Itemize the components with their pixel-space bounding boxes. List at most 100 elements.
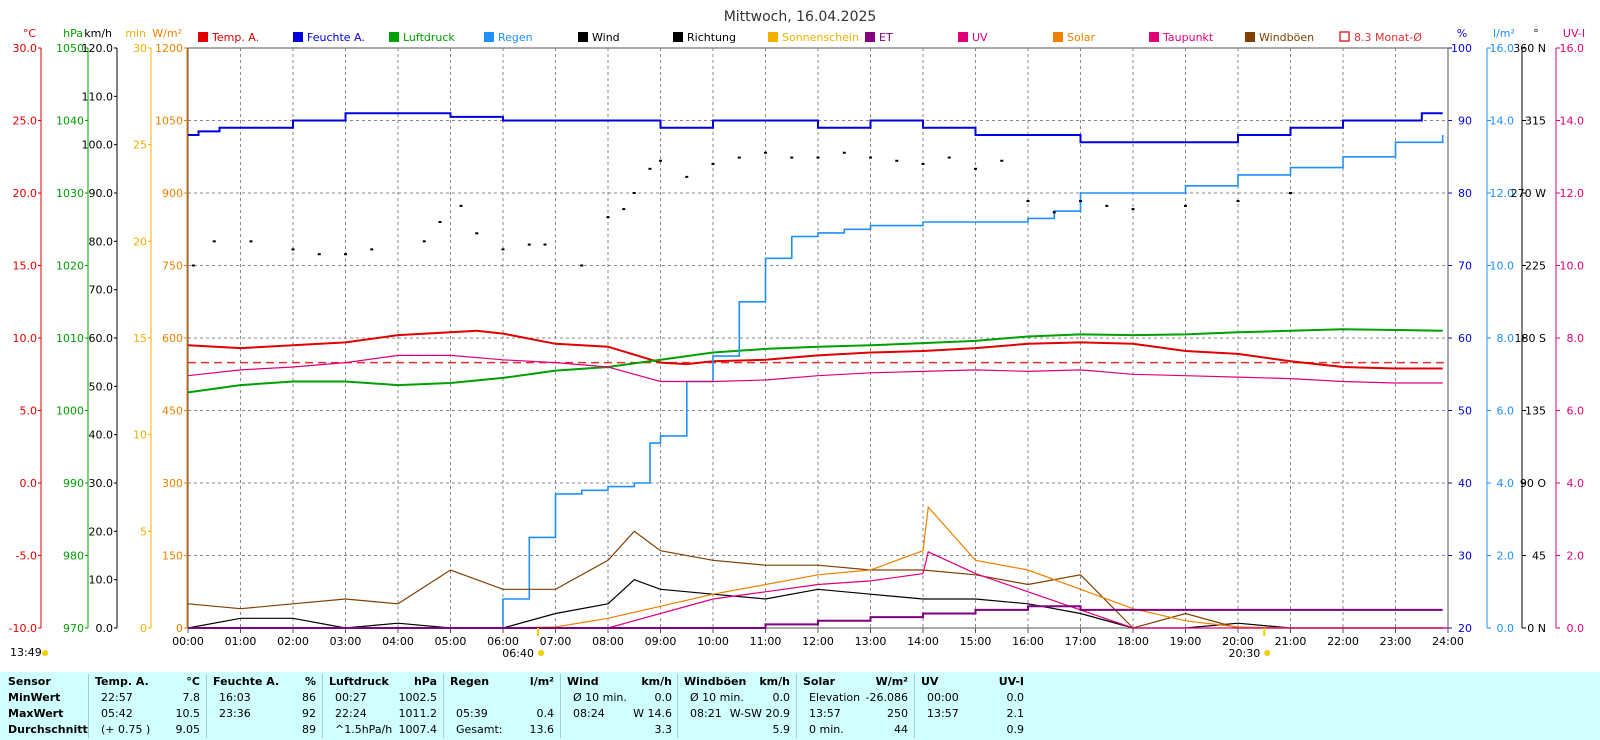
axes: 00:00 01:00 02:00 03:00 04:00 05:00 06:00 07:00… [9,27,1586,648]
stats-header-rain: Regen [450,675,490,688]
right-axis-tick-label: 30 [1458,550,1472,563]
right-axis-tick-label: 12.0 [1490,187,1515,200]
series-et-line [188,605,1443,629]
right-axis-tick-label: 6.0 [1567,405,1585,418]
x-tick-label: 03:00 [330,635,362,648]
direction-point [459,204,463,207]
stats-cell-solar-value: -26.086 [865,691,908,704]
left-axis-tick-label: 30 [133,42,147,55]
stats-cell-hum-time: 16:03 [219,691,251,704]
left-axis-tick-label: 80.0 [89,235,114,248]
right-axis-tick-label: 50 [1458,405,1472,418]
direction-point [543,243,547,246]
stats-header-rain-unit: l/m² [529,675,554,688]
right-axis-tick-label: 100 [1451,42,1472,55]
legend-swatch [865,32,875,42]
direction-point [842,151,846,154]
sun-markers: 06:40 20:30 13:49 [10,628,1271,660]
right-axis-tick-label: 6.0 [1497,405,1515,418]
right-axis-tick-label: 80 [1458,187,1472,200]
legend-label: Feuchte A. [307,31,365,44]
stats-header-wind: Wind [567,675,599,688]
right-axis-tick-label: 14.0 [1560,115,1585,128]
stats-cell-temp-value: 9.05 [175,723,201,736]
direction-point [622,208,626,211]
direction-point [921,163,925,165]
left-axis-tick-label: 100.0 [82,139,114,152]
x-tick-label: 08:00 [592,635,624,648]
right-axis-unit: ° [1533,27,1539,40]
direction-point [648,167,652,170]
legend-label: UV [972,31,988,44]
legend-swatch [673,32,683,42]
left-axis-tick-label: 10.0 [89,574,114,587]
sun-icon [42,650,48,656]
right-axis-tick-label: 270 W [1511,187,1546,200]
left-axis-tick-label: 20.0 [89,525,114,538]
right-axis-tick-label: 4.0 [1567,477,1585,490]
series-windb-en-line [187,530,1443,629]
right-axis-tick-label: 4.0 [1497,477,1515,490]
direction-point [422,240,426,243]
left-axis-tick-label: 1030 [56,187,84,200]
x-tick-label: 09:00 [645,635,677,648]
stats-cell-hum-time: 23:36 [219,707,251,720]
stats-column-divider [560,674,561,738]
series-regen-line [188,135,1444,629]
left-axis-tick-label: 40.0 [89,429,114,442]
stats-cell-gust-time: 08:21 [690,707,722,720]
grid [187,47,1449,629]
legend-swatch [198,32,208,42]
direction-point [291,248,295,251]
left-axis-tick-label: 70.0 [89,284,114,297]
direction-point [974,167,977,170]
legend-swatch [1245,32,1255,42]
direction-point [191,264,195,267]
stats-cell-solar-value: 44 [894,723,908,736]
direction-point [212,240,216,243]
legend-swatch [389,32,399,42]
direction-point [1052,211,1056,214]
direction-point [685,175,689,178]
right-axis-tick-label: 180 S [1515,332,1546,345]
direction-point [1105,204,1109,207]
stats-header-gust: Windböen [684,675,747,688]
direction-point [249,240,253,243]
x-tick-label: 06:00 [487,635,519,648]
right-axis-tick-label: 0 N [1527,622,1546,635]
stats-header-uv: UV [921,675,939,688]
stats-cell-temp-value: 7.8 [182,691,201,704]
stats-cell-gust-value: 5.9 [772,723,791,736]
stats-header-solar-unit: W/m² [875,675,908,688]
left-axis-tick-label: 110.0 [82,90,114,103]
direction-point [632,192,636,194]
stats-cell-press-time: 00:27 [335,691,367,704]
right-axis-tick-label: 12.0 [1560,187,1585,200]
left-axis-tick-label: -10.0 [9,622,37,635]
x-tick-label: 12:00 [802,635,834,648]
direction-point [1236,200,1240,203]
left-axis-tick-label: 990 [63,477,84,490]
stats-header-temp: Temp. A. [95,675,149,688]
stats-row-label: MaxWert [8,707,64,720]
x-tick-label: 17:00 [1065,635,1097,648]
direction-point [659,159,662,162]
stats-cell-temp-time: 05:42 [101,707,133,720]
left-axis-tick-label: 1040 [56,115,84,128]
x-tick-label: 14:00 [907,635,939,648]
stats-header-press: Luftdruck [329,675,389,688]
left-axis-tick-label: 20.0 [13,187,38,200]
right-axis-tick-label: 8.0 [1567,332,1585,345]
stats-cell-uv-value: 0.9 [1006,723,1025,736]
stats-cell-press-time: 22:24 [335,707,367,720]
x-tick-label: 01:00 [225,635,257,648]
legend-label: 8.3 Monat-Ø [1354,31,1422,44]
left-axis-tick-label: 1050 [155,115,183,128]
stats-header-wind-unit: km/h [641,675,672,688]
direction-point [737,156,741,159]
left-axis-tick-label: 25.0 [13,115,38,128]
stats-header-uv-unit: UV-I [998,675,1024,688]
left-axis-unit: km/h [84,27,112,40]
left-axis-tick-label: 980 [63,550,84,563]
left-axis-tick-label: 300 [162,477,183,490]
